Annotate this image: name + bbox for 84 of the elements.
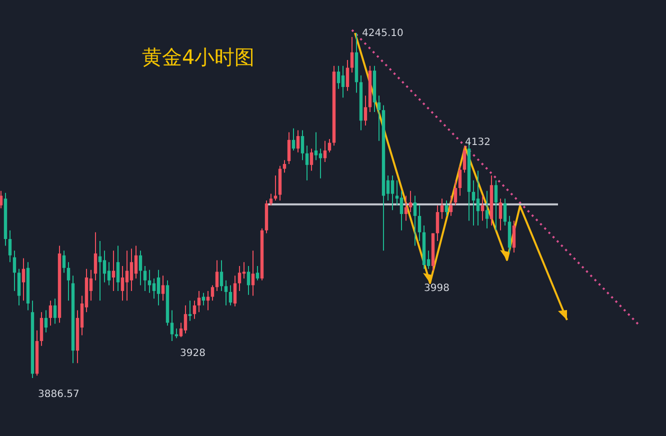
candlestick: [476, 170, 480, 226]
candlestick: [48, 300, 52, 326]
text: 黄金4小时图: [142, 44, 255, 71]
annotation: 3998: [424, 283, 450, 294]
candlestick: [224, 280, 228, 306]
candlestick: [116, 245, 120, 292]
candlestick: [494, 180, 498, 231]
candlestick: [238, 265, 242, 292]
candlestick: [107, 262, 111, 286]
candlestick: [498, 198, 502, 231]
candlestick: [170, 310, 174, 342]
annotation: 4132: [465, 137, 490, 148]
candlestick: [458, 165, 462, 196]
candlestick: [314, 132, 318, 161]
text: 3886.57: [38, 389, 80, 400]
candlestick: [152, 278, 156, 300]
candlestick: [40, 312, 44, 346]
candlestick: [220, 260, 224, 292]
candlestick: [408, 190, 412, 213]
candlestick: [62, 250, 66, 274]
candlestick: [287, 132, 291, 164]
annotation: 3928: [180, 348, 206, 359]
candlestick: [472, 180, 476, 226]
candlestick: [336, 65, 340, 90]
candlestick: [130, 248, 134, 292]
candlestick: [112, 250, 116, 292]
candlestick: [413, 195, 417, 246]
candlestick: [134, 245, 138, 279]
candlestick: [440, 198, 444, 220]
candlestick: [328, 138, 332, 153]
candlestick: [228, 284, 232, 306]
candlestick: [300, 130, 304, 161]
candlestick: [66, 262, 70, 302]
candlestick: [296, 130, 300, 153]
candlestick: [125, 250, 129, 302]
candlestick: [17, 268, 21, 306]
candlestick: [377, 95, 381, 142]
candlestick: [350, 36, 354, 74]
candlestick: [251, 250, 255, 296]
candlestick: [22, 258, 26, 302]
candlestick: [274, 175, 278, 202]
annotation: 4245.10: [362, 28, 404, 39]
candlestick: [485, 190, 489, 229]
candlestick: [120, 265, 124, 302]
candlestick: [346, 60, 350, 92]
candlestick: [184, 304, 188, 334]
candlestick: [215, 260, 219, 292]
candlestick: [188, 300, 192, 322]
candlestick: [156, 269, 160, 306]
candlestick: [12, 250, 16, 292]
candlestick: [462, 145, 466, 174]
candlestick: [310, 148, 314, 172]
candlestick: [94, 232, 98, 281]
candlestick: [246, 265, 250, 296]
candlestick: [364, 95, 368, 126]
candlestick: [53, 298, 57, 324]
candlestick: [197, 290, 201, 313]
candlestick: [233, 275, 237, 307]
candlestick: [512, 220, 516, 253]
candlestick: [138, 250, 142, 286]
candlestick: [404, 195, 408, 222]
candlestick: [192, 300, 196, 320]
candlestick: [256, 265, 260, 281]
candlestick: [503, 198, 507, 226]
candlestick: [305, 145, 309, 181]
candlestick: [8, 230, 12, 263]
candlestick: [341, 65, 345, 98]
candlestick: [323, 140, 327, 163]
candlestick: [444, 200, 448, 216]
candlestick: [0, 190, 3, 209]
candlestick: [161, 275, 165, 302]
candlestick: [269, 193, 273, 206]
candlestick: [449, 195, 453, 216]
candlestick: [102, 250, 106, 283]
candlestick: [400, 190, 404, 231]
candlestick: [390, 175, 394, 211]
candlestick: [418, 204, 422, 242]
candlestick: [282, 160, 286, 174]
candlestick: [292, 128, 296, 151]
candlestick: [210, 284, 214, 302]
candlestick: [454, 180, 458, 206]
candlestick: [44, 310, 48, 333]
candlestick: [143, 265, 147, 292]
candlestick: [436, 204, 440, 242]
